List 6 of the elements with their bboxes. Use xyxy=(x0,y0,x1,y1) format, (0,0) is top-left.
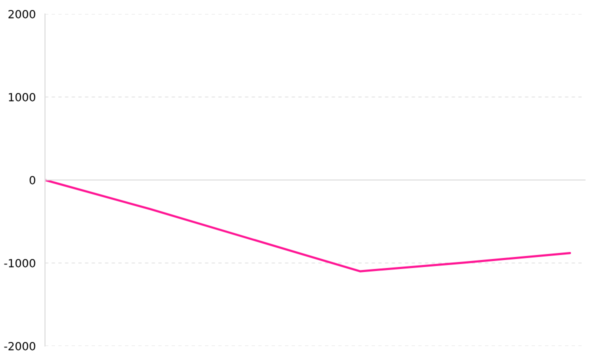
y-tick-label: -2000 xyxy=(4,342,36,350)
y-tick-label: -1000 xyxy=(4,258,36,268)
y-tick-label: 0 xyxy=(30,176,36,184)
line-series xyxy=(45,178,572,272)
y-tick-label: 2000 xyxy=(8,10,36,18)
y-tick-label: 1000 xyxy=(8,92,36,102)
